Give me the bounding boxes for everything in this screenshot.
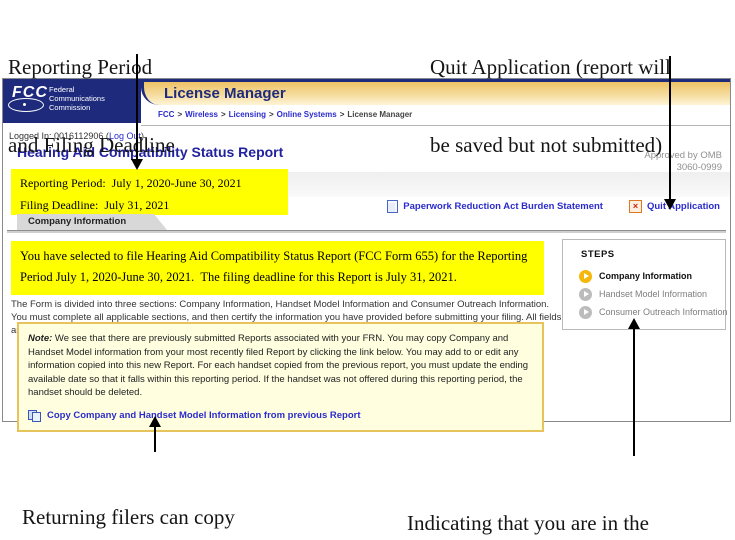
- logged-in-text: ): [140, 131, 144, 141]
- breadcrumb-separator: >: [268, 110, 274, 119]
- breadcrumb-link-wireless[interactable]: Wireless: [185, 110, 218, 119]
- paperwork-reduction-link[interactable]: Paperwork Reduction Act Burden Statement: [387, 200, 603, 213]
- steps-list: Company Information Handset Model Inform…: [579, 267, 728, 321]
- steps-title: STEPS: [581, 249, 615, 260]
- fcc-logo: FCC Federal Communications Commission: [3, 79, 141, 123]
- note-box: Note: We see that there are previously s…: [17, 322, 544, 432]
- copy-previous-report-link[interactable]: Copy Company and Handset Model Informati…: [28, 409, 532, 422]
- breadcrumb-current: License Manager: [347, 110, 413, 119]
- app-title: License Manager: [164, 85, 286, 102]
- fcc-logo-dot-icon: [23, 103, 26, 106]
- step-play-icon: [579, 269, 592, 283]
- callout-line: Quit Application (report will: [430, 55, 671, 79]
- arrow-up-icon: [628, 318, 640, 329]
- steps-panel: STEPS Company Information Handset Model …: [562, 239, 728, 330]
- reporting-period-highlight: Reporting Period: July 1, 2020-June 30, …: [11, 169, 288, 215]
- breadcrumb-separator: >: [220, 110, 226, 119]
- title-band: License Manager: [141, 79, 730, 105]
- quit-application-link[interactable]: Quit Application: [628, 200, 720, 213]
- filing-deadline-text: Filing Deadline: July 31, 2021: [20, 198, 170, 212]
- omb-approval: Approved by OMB 3060-0999: [644, 150, 722, 173]
- step-company-information: Company Information: [579, 267, 728, 285]
- callout-line: Reporting Period: [8, 55, 153, 79]
- tab-divider: [7, 230, 726, 233]
- arrow-down-icon: [664, 199, 676, 210]
- logged-in-text: Logged In: 0016112906 (: [9, 131, 109, 141]
- note-text: Note: We see that there are previously s…: [28, 333, 529, 398]
- log-out-link[interactable]: Log Out: [108, 131, 141, 141]
- arrow-down-icon: [131, 159, 143, 170]
- arrow-line-quit: [669, 56, 671, 200]
- note-label: Note:: [28, 333, 53, 344]
- callout-line: Returning filers can copy: [22, 505, 235, 529]
- arrow-up-icon: [149, 416, 161, 427]
- reporting-period-text: Reporting Period: July 1, 2020-June 30, …: [20, 176, 242, 190]
- breadcrumb-separator: >: [177, 110, 183, 119]
- fcc-logo-ellipse-icon: [8, 98, 44, 112]
- callout-quit-application: Quit Application (report will be saved b…: [430, 2, 671, 210]
- top-links-row: Paperwork Reduction Act Burden Statement…: [387, 200, 720, 213]
- callout-reporting-period: Reporting Period and Filing Deadline: [8, 2, 175, 210]
- breadcrumb-link-fcc[interactable]: FCC: [158, 110, 175, 119]
- callout-line: Indicating that you are in the: [407, 511, 650, 535]
- page-title: Hearing Aid Compatibility Status Report: [17, 144, 284, 160]
- arrow-line-steps: [633, 328, 635, 456]
- callout-line: and Filing Deadline: [8, 133, 175, 157]
- arrow-line-reporting: [136, 54, 138, 161]
- copy-pages-icon: [28, 409, 41, 422]
- callout-returning-filers: Returning filers can copy information fr…: [22, 450, 275, 540]
- logged-in-status: Logged In: 0016112906 (Log Out): [9, 131, 144, 141]
- step-handset-model-information: Handset Model Information: [579, 285, 728, 303]
- fcc-logo-text: FCC: [12, 84, 48, 101]
- tab-company-information[interactable]: Company Information: [17, 214, 167, 230]
- step-play-icon: [579, 305, 592, 319]
- document-icon: [387, 200, 399, 213]
- breadcrumb-separator: >: [339, 110, 345, 119]
- step-play-icon: [579, 287, 592, 301]
- step-consumer-outreach-information: Consumer Outreach Information: [579, 303, 728, 321]
- callout-line: be saved but not submitted): [430, 133, 663, 157]
- selection-highlight: You have selected to file Hearing Aid Co…: [11, 241, 544, 295]
- quit-x-icon: [628, 200, 642, 213]
- fcc-org-name: Federal Communications Commission: [49, 85, 105, 112]
- breadcrumb-link-licensing[interactable]: Licensing: [228, 110, 266, 119]
- callout-company-section: Indicating that you are in the Company I…: [407, 456, 659, 540]
- arrow-line-copy: [154, 426, 156, 452]
- breadcrumb-link-online-systems[interactable]: Online Systems: [276, 110, 337, 119]
- breadcrumb: FCC > Wireless > Licensing > Online Systems > Li…: [141, 105, 730, 126]
- app-window: FCC Federal Communications Commission Li…: [2, 78, 731, 432]
- header-gray-band: [287, 172, 730, 197]
